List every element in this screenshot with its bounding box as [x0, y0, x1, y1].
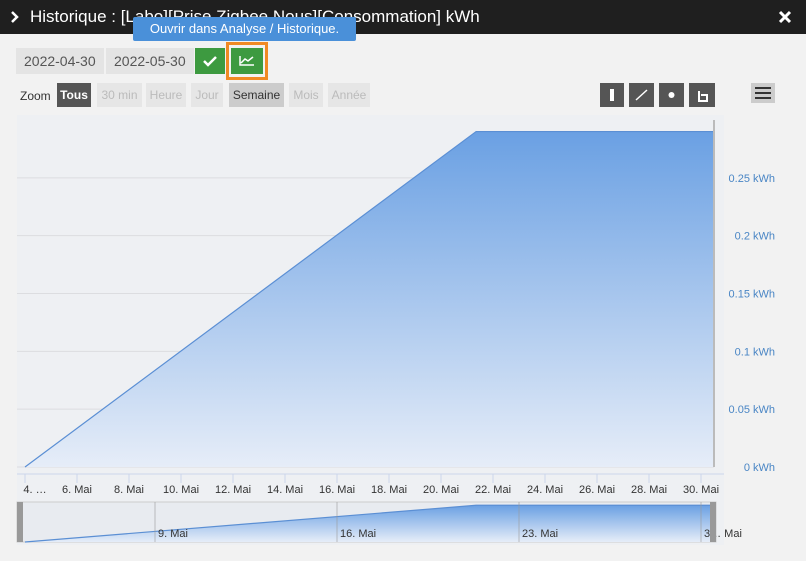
zoom-button[interactable]: Semaine: [229, 83, 284, 107]
tooltip: Ouvrir dans Analyse / Historique.: [133, 17, 356, 41]
date-start-input[interactable]: 2022-04-30: [16, 48, 104, 74]
close-button[interactable]: [778, 10, 792, 24]
zoom-button[interactable]: Année: [328, 83, 370, 107]
y-tick-label: 0.25 kWh: [729, 173, 775, 185]
zoom-button[interactable]: Tous: [57, 83, 91, 107]
toolbar-button[interactable]: [659, 83, 684, 107]
toolbar-button[interactable]: [689, 83, 715, 107]
navigator-tick-label: 23. Mai: [522, 528, 558, 540]
x-tick-label: 10. Mai: [163, 484, 199, 496]
x-tick-label: 18. Mai: [371, 484, 407, 496]
chart-toolbar: [600, 83, 775, 107]
date-end-input[interactable]: 2022-05-30: [106, 48, 194, 74]
y-tick-label: 0.05 kWh: [729, 404, 775, 416]
series-area: [25, 131, 714, 468]
zoom-button[interactable]: 30 min: [97, 83, 142, 107]
x-tick-label: 14. Mai: [267, 484, 303, 496]
y-tick-label: 0.2 kWh: [735, 231, 775, 243]
zoom-label: Zoom: [20, 89, 51, 103]
analysis-button[interactable]: [226, 42, 268, 80]
x-tick-label: 20. Mai: [423, 484, 459, 496]
x-tick-label: 28. Mai: [631, 484, 667, 496]
navigator-tick-label: 3… Mai: [704, 528, 742, 540]
x-tick-label: 26. Mai: [579, 484, 615, 496]
x-tick-label: 22. Mai: [475, 484, 511, 496]
toolbar-button[interactable]: [600, 83, 624, 107]
x-tick-label: 8. Mai: [114, 484, 144, 496]
y-tick-label: 0.15 kWh: [729, 289, 775, 301]
validate-button[interactable]: [195, 48, 225, 74]
navigator-area: [25, 505, 714, 542]
y-tick-label: 0.1 kWh: [735, 346, 775, 358]
navigator-tick-label: 16. Mai: [340, 528, 376, 540]
x-tick-label: 6. Mai: [62, 484, 92, 496]
zoom-button[interactable]: Mois: [289, 83, 323, 107]
zoom-button[interactable]: Jour: [191, 83, 223, 107]
navigator-handle: [710, 502, 716, 542]
x-tick-label: 24. Mai: [527, 484, 563, 496]
navigator-line: [24, 504, 714, 543]
series-line: [24, 130, 714, 468]
chevron-icon: [11, 11, 19, 23]
navigator-handle: [17, 502, 23, 542]
y-tick-label: 0 kWh: [744, 462, 775, 474]
navigator-tick-label: 9. Mai: [158, 528, 188, 540]
x-tick-label: 30. Mai: [683, 484, 719, 496]
x-tick-label: 12. Mai: [215, 484, 251, 496]
x-tick-label: 16. Mai: [319, 484, 355, 496]
menu-button[interactable]: [751, 83, 775, 103]
zoom-button[interactable]: Heure: [146, 83, 186, 107]
toolbar-button[interactable]: [629, 83, 654, 107]
x-tick-label: 4. …: [23, 484, 46, 496]
